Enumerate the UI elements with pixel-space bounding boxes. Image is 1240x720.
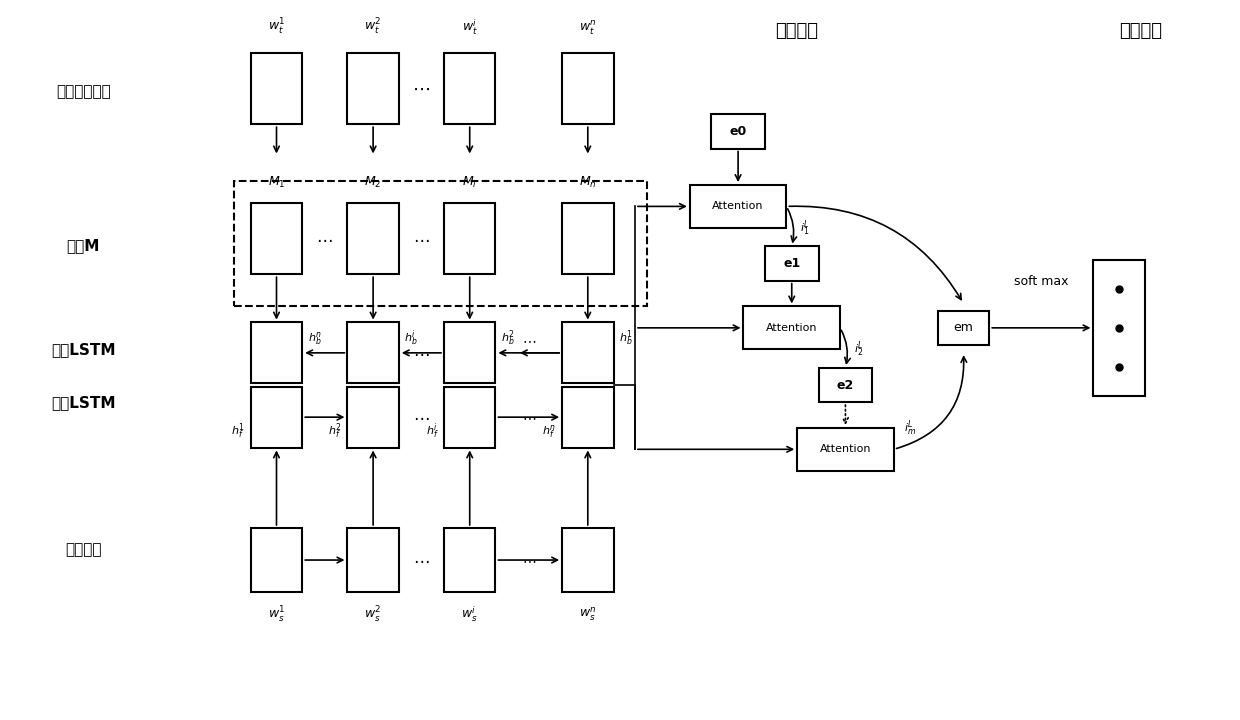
Text: $M_n$: $M_n$ — [579, 175, 596, 190]
FancyBboxPatch shape — [1094, 260, 1145, 396]
Text: $\cdots$: $\cdots$ — [413, 79, 430, 97]
Text: $i_1^L$: $i_1^L$ — [800, 218, 810, 238]
FancyBboxPatch shape — [562, 203, 614, 274]
Text: $w_t^1$: $w_t^1$ — [268, 17, 285, 37]
FancyBboxPatch shape — [250, 53, 303, 125]
FancyBboxPatch shape — [797, 428, 894, 471]
FancyBboxPatch shape — [444, 387, 496, 448]
Text: 注意力层: 注意力层 — [775, 22, 818, 40]
Text: $\cdots$: $\cdots$ — [522, 333, 536, 347]
Text: Attention: Attention — [766, 323, 817, 333]
Text: $\cdots$: $\cdots$ — [522, 410, 536, 424]
Text: $w_s^n$: $w_s^n$ — [579, 605, 596, 623]
FancyBboxPatch shape — [250, 387, 303, 448]
FancyBboxPatch shape — [347, 53, 399, 125]
FancyBboxPatch shape — [689, 185, 786, 228]
FancyBboxPatch shape — [744, 307, 839, 349]
Text: $M_2$: $M_2$ — [365, 175, 382, 190]
Text: soft max: soft max — [1014, 275, 1069, 288]
Text: em: em — [954, 321, 973, 334]
Text: $\cdots$: $\cdots$ — [413, 230, 430, 248]
FancyBboxPatch shape — [347, 203, 399, 274]
Text: $h_f^1$: $h_f^1$ — [232, 422, 246, 441]
FancyBboxPatch shape — [347, 387, 399, 448]
FancyBboxPatch shape — [712, 114, 765, 148]
Text: $\cdots$: $\cdots$ — [522, 553, 536, 567]
FancyBboxPatch shape — [562, 323, 614, 383]
Text: $M_i$: $M_i$ — [463, 175, 477, 190]
Text: 文本输入: 文本输入 — [64, 542, 102, 557]
Text: $w_t^2$: $w_t^2$ — [365, 17, 382, 37]
FancyBboxPatch shape — [444, 203, 496, 274]
FancyBboxPatch shape — [250, 528, 303, 592]
Text: $w_s^1$: $w_s^1$ — [268, 605, 285, 625]
Text: $h_b^1$: $h_b^1$ — [619, 329, 632, 348]
FancyBboxPatch shape — [562, 387, 614, 448]
FancyBboxPatch shape — [250, 203, 303, 274]
FancyBboxPatch shape — [250, 323, 303, 383]
Text: Attention: Attention — [712, 202, 764, 212]
Text: 目标属性输入: 目标属性输入 — [56, 84, 110, 99]
Text: 情感类别: 情感类别 — [1120, 22, 1162, 40]
Text: 后向LSTM: 后向LSTM — [51, 395, 115, 410]
Text: $\cdots$: $\cdots$ — [413, 551, 430, 569]
Text: e1: e1 — [784, 257, 800, 270]
Text: $w_t^i$: $w_t^i$ — [461, 18, 477, 37]
FancyBboxPatch shape — [347, 528, 399, 592]
Text: $\cdots$: $\cdots$ — [413, 344, 430, 362]
Text: e0: e0 — [729, 125, 746, 138]
FancyBboxPatch shape — [444, 528, 496, 592]
Text: $h_b^n$: $h_b^n$ — [308, 330, 322, 347]
FancyBboxPatch shape — [818, 368, 872, 402]
Text: $w_t^n$: $w_t^n$ — [579, 19, 596, 37]
FancyBboxPatch shape — [347, 323, 399, 383]
Text: $h_b^i$: $h_b^i$ — [404, 329, 418, 348]
Text: $i_m^L$: $i_m^L$ — [904, 418, 916, 438]
FancyBboxPatch shape — [444, 53, 496, 125]
FancyBboxPatch shape — [562, 528, 614, 592]
FancyBboxPatch shape — [562, 53, 614, 125]
FancyBboxPatch shape — [765, 246, 818, 281]
Text: $h_f^i$: $h_f^i$ — [425, 422, 439, 441]
Text: e2: e2 — [837, 379, 854, 392]
FancyBboxPatch shape — [937, 311, 990, 345]
Text: $w_s^i$: $w_s^i$ — [461, 605, 477, 624]
Text: $M_1$: $M_1$ — [268, 175, 285, 190]
FancyBboxPatch shape — [444, 323, 496, 383]
Text: Attention: Attention — [820, 444, 872, 454]
Text: 前向LSTM: 前向LSTM — [51, 342, 115, 357]
Text: $h_f^2$: $h_f^2$ — [329, 422, 342, 441]
Text: $i_2^L$: $i_2^L$ — [854, 340, 864, 359]
Text: $h_b^2$: $h_b^2$ — [501, 329, 515, 348]
Text: 记忆M: 记忆M — [67, 238, 100, 253]
Text: $w_s^2$: $w_s^2$ — [365, 605, 382, 625]
Text: $h_f^n$: $h_f^n$ — [542, 423, 557, 440]
Text: $\cdots$: $\cdots$ — [413, 408, 430, 426]
Text: $\cdots$: $\cdots$ — [316, 230, 334, 248]
